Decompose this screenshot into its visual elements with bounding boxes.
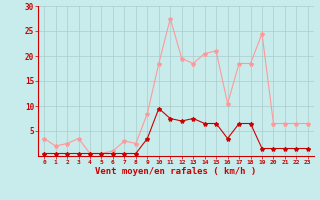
- X-axis label: Vent moyen/en rafales ( km/h ): Vent moyen/en rafales ( km/h ): [95, 167, 257, 176]
